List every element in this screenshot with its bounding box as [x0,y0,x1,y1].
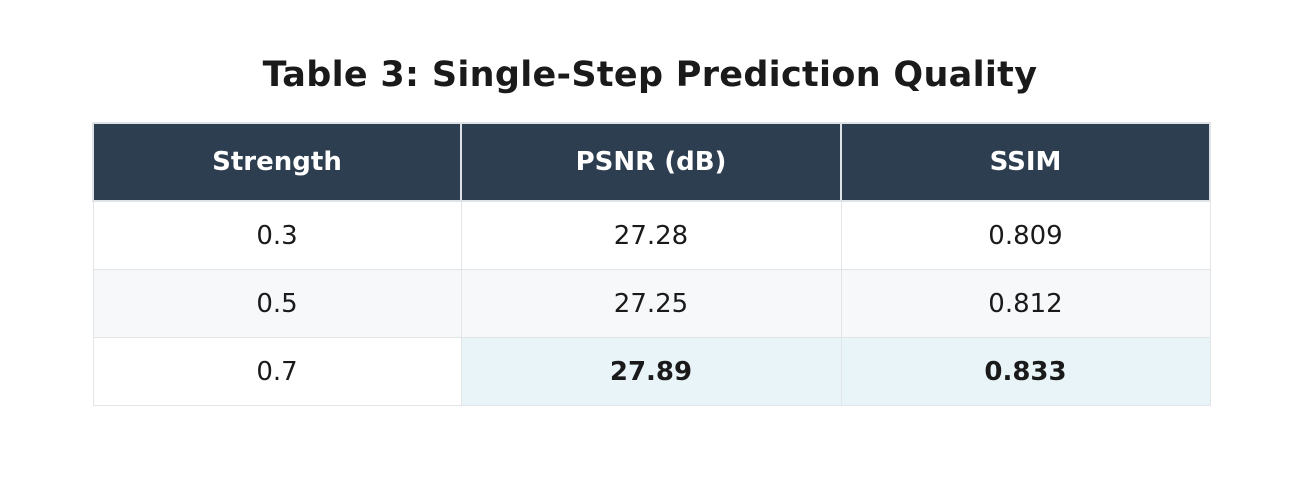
cell-ssim: 0.812 [840,269,1211,338]
results-table: Strength PSNR (dB) SSIM 0.3 27.28 0.809 … [92,122,1211,406]
cell-ssim: 0.809 [840,200,1211,270]
cell-ssim-best: 0.833 [840,337,1211,406]
table-row: 0.3 27.28 0.809 [92,200,1211,270]
cell-strength: 0.5 [92,269,462,338]
cell-strength: 0.7 [92,337,462,406]
cell-strength: 0.3 [92,200,462,270]
header-strength: Strength [92,122,462,202]
table-title: Table 3: Single-Step Prediction Quality [262,55,1038,95]
table-row: 0.5 27.25 0.812 [92,269,1211,338]
table-row: 0.7 27.89 0.833 [92,337,1211,406]
cell-psnr: 27.28 [460,200,842,270]
header-psnr: PSNR (dB) [460,122,842,202]
header-ssim: SSIM [840,122,1211,202]
cell-psnr-best: 27.89 [460,337,842,406]
cell-psnr: 27.25 [460,269,842,338]
header-row: Strength PSNR (dB) SSIM [92,122,1211,202]
